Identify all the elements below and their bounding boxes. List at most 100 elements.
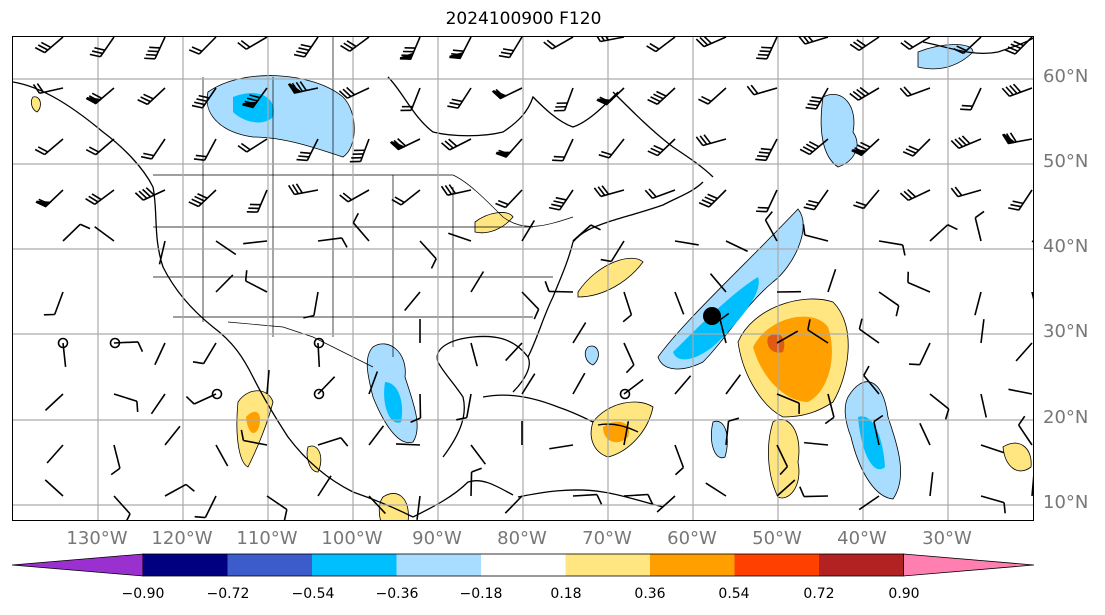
- lon-label-50w: 50°W: [752, 528, 802, 549]
- wind-barb-icon: [244, 270, 268, 293]
- wind-barb-icon: [878, 291, 900, 317]
- colorbar: [11, 553, 1035, 577]
- colorbar-segment: [227, 554, 313, 576]
- wind-barb-icon: [622, 291, 633, 323]
- wind-barb-icon: [242, 87, 268, 109]
- wind-barb-icon: [548, 189, 574, 211]
- wind-barb-icon: [391, 189, 421, 206]
- wind-barb-icon: [980, 393, 988, 418]
- wind-barb-icon: [873, 414, 884, 446]
- storm-center-marker-icon: [703, 307, 721, 325]
- calm-wind-circle-icon: [619, 388, 631, 400]
- wind-barb-icon: [907, 271, 931, 293]
- wind-barb-icon: [395, 443, 421, 446]
- wind-barb-icon: [1004, 37, 1033, 55]
- wind-barb-icon: [495, 138, 523, 158]
- anomaly-fields: [30, 44, 1032, 520]
- lon-label-120w: 120°W: [151, 528, 213, 549]
- wind-barb-icon: [674, 291, 685, 315]
- wind-barb-icon: [456, 393, 472, 421]
- wind-barb-icon: [803, 189, 829, 211]
- negative-anomaly-north-atlantic: [820, 94, 858, 168]
- wind-barb-icon: [878, 240, 906, 256]
- wind-barb-icon: [34, 37, 64, 54]
- wind-barb-icon: [858, 495, 880, 511]
- wind-barb-icon: [824, 393, 835, 425]
- wind-barb-icon: [317, 237, 348, 248]
- wind-barb-icon: [237, 37, 268, 50]
- wind-barb-icon: [623, 378, 644, 395]
- positive-anomaly-northwest: [30, 96, 41, 113]
- wind-barb-icon: [240, 429, 268, 446]
- wind-barb-icon: [807, 319, 829, 344]
- border-usa-mexico: [227, 321, 374, 368]
- wind-barb-icon: [1015, 342, 1033, 362]
- wind-barb-icon: [953, 37, 982, 55]
- colorbar-segment: [143, 554, 228, 576]
- wind-barb-icon: [1001, 132, 1033, 145]
- lon-label-130w: 130°W: [66, 528, 128, 549]
- positive-anomaly-great-lakes: [474, 212, 514, 234]
- wind-barb-icon: [287, 81, 319, 94]
- wind-barb-icon: [799, 486, 829, 498]
- calm-wind-circle-icon: [109, 337, 121, 349]
- wind-barb-icon: [646, 37, 676, 53]
- wind-barb-icon: [764, 211, 778, 242]
- wind-barb-icon: [698, 189, 727, 208]
- wind-barbs: [32, 37, 1033, 520]
- wind-barb-icon: [164, 483, 195, 497]
- wind-barb-icon: [929, 224, 958, 242]
- wind-barb-icon: [416, 495, 421, 520]
- wind-barb-icon: [851, 138, 880, 157]
- calm-wind-circle-icon: [211, 388, 223, 400]
- positive-anomaly-central-atlantic-peak: [767, 333, 785, 353]
- wind-barb-icon: [644, 188, 676, 200]
- positive-anomaly-mexico: [306, 445, 322, 473]
- wind-barb-icon: [44, 479, 64, 497]
- wind-barb-icon: [34, 138, 64, 156]
- wind-barb-icon: [400, 87, 421, 112]
- coastlines: [13, 37, 1033, 518]
- wind-barb-icon: [164, 425, 181, 446]
- wind-barb-icon: [317, 437, 349, 447]
- wind-barb-icon: [1031, 291, 1033, 316]
- wind-barb-icon: [849, 86, 880, 101]
- wind-barb-icon: [929, 472, 934, 497]
- wind-barb-icon: [900, 37, 931, 50]
- wind-barb-icon: [521, 291, 540, 320]
- calm-wind-circle-icon: [313, 388, 325, 400]
- coastline-cuba: [482, 394, 594, 423]
- wind-barb-icon: [756, 189, 778, 213]
- wind-barb-icon: [974, 210, 985, 242]
- wind-barb-icon: [853, 189, 880, 210]
- wind-barb-icon: [293, 37, 319, 58]
- colorbar-tick-label: 0.18: [550, 586, 582, 602]
- lon-label-110w: 110°W: [236, 528, 298, 549]
- wind-barb-icon: [389, 138, 421, 151]
- coastline-hudson-bay: [387, 76, 619, 137]
- colorbar-segment: [650, 554, 735, 576]
- wind-barb-icon: [137, 87, 166, 106]
- wind-barb-icon: [980, 319, 985, 344]
- lat-label-60n: 60°N: [1043, 66, 1089, 87]
- wind-barb-icon: [719, 312, 730, 344]
- colorbar-tick-label: −0.72: [206, 586, 250, 602]
- wind-barb-icon: [215, 444, 229, 467]
- wind-barb-icon: [154, 342, 166, 366]
- wind-barb-icon: [368, 425, 385, 446]
- wind-barb-icon: [695, 37, 727, 48]
- wind-barb-icon: [237, 138, 268, 153]
- wind-barb-icon: [470, 444, 487, 465]
- wind-barb-icon: [647, 87, 676, 105]
- wind-barb-icon: [1031, 472, 1033, 497]
- wind-barb-icon: [849, 37, 880, 52]
- map-title: 2024100900 F120: [445, 9, 602, 29]
- wind-barb-icon: [521, 220, 536, 242]
- lon-label-70w: 70°W: [582, 528, 632, 549]
- wind-barb-icon: [802, 224, 829, 242]
- coastline-east-coast: [527, 181, 704, 358]
- colorbar-tick-label: −0.90: [121, 586, 165, 602]
- wind-barb-icon: [544, 281, 574, 293]
- wind-barb-icon: [596, 87, 625, 106]
- wind-barb-icon: [470, 342, 478, 367]
